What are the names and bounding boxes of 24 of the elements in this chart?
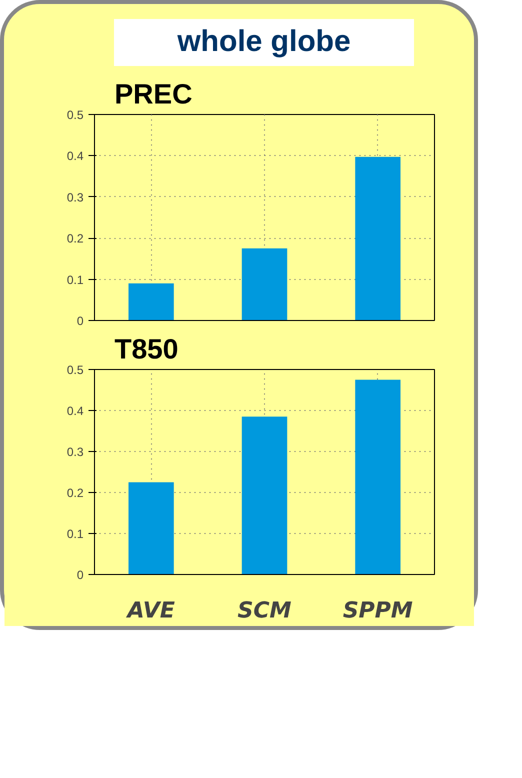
bar — [242, 416, 288, 574]
y-tick-label: 0.5 — [66, 108, 84, 122]
y-tick-label: 0 — [76, 314, 84, 328]
x-tick-label: SPPM — [342, 598, 413, 624]
bar — [355, 380, 400, 574]
bar — [355, 156, 400, 320]
y-tick-label: 0.2 — [66, 486, 84, 500]
x-tick-label: SCM — [238, 598, 292, 624]
y-tick-label: 0.4 — [66, 149, 84, 164]
y-tick-label: 0.3 — [66, 190, 84, 204]
bar — [242, 248, 288, 320]
chart-title: PREC — [114, 78, 192, 110]
text: whole globe — [177, 24, 351, 60]
y-tick-label: 0.4 — [66, 404, 84, 418]
x-tick-label: AVE — [125, 598, 175, 624]
y-tick-label: 0 — [76, 568, 84, 582]
y-tick-label: 0.5 — [66, 362, 84, 377]
y-tick-label: 0.1 — [66, 526, 84, 541]
chart-title: T850 — [114, 333, 178, 364]
y-tick-label: 0.1 — [66, 272, 84, 287]
y-tick-label: 0.3 — [66, 444, 84, 459]
y-tick-label: 0.2 — [66, 231, 84, 246]
bar — [128, 482, 174, 574]
bar — [128, 283, 174, 320]
